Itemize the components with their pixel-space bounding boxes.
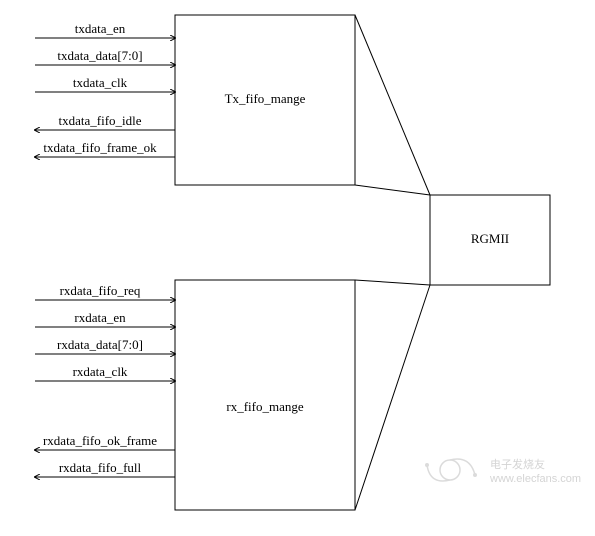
- connector-lines: [355, 15, 430, 510]
- signal-label-txdata_en: txdata_en: [75, 21, 126, 36]
- signal-label-txdata_fifo_idle: txdata_fifo_idle: [58, 113, 141, 128]
- rx-fifo-box: [175, 280, 355, 510]
- signals-group: txdata_en txdata_data[7:0] txdata_clktxdat…: [35, 21, 175, 477]
- signal-label-txdata_fifo_frame_ok: txdata_fifo_frame_ok: [43, 140, 157, 155]
- signal-label-rxdata_clk: rxdata_clk: [73, 364, 128, 379]
- watermark-text1: 电子发烧友: [490, 457, 545, 471]
- rgmii-label: RGMII: [471, 231, 509, 246]
- watermark-text2: www.elecfans.com: [489, 473, 581, 485]
- tx-fifo-label: Tx_fifo_mange: [225, 91, 306, 106]
- signal-label-rxdata_data[7:0]: rxdata_data[7:0]: [57, 337, 143, 352]
- signal-label-txdata_clk: txdata_clk: [73, 75, 128, 90]
- signal-label-rxdata_fifo_req: rxdata_fifo_req: [60, 283, 141, 298]
- signal-label-rxdata_fifo_ok_frame: rxdata_fifo_ok_frame: [43, 433, 157, 448]
- signal-label-txdata_data[7:0]: txdata_data[7:0]: [57, 48, 142, 63]
- watermark: 电子发烧友 www.elecfans.com: [425, 457, 581, 485]
- rx-fifo-label: rx_fifo_mange: [226, 399, 303, 414]
- signal-label-rxdata_en: rxdata_en: [74, 310, 126, 325]
- signal-label-rxdata_fifo_full: rxdata_fifo_full: [59, 460, 142, 475]
- block-diagram: Tx_fifo_mange rx_fifo_mange RGMII txdata…: [0, 0, 595, 536]
